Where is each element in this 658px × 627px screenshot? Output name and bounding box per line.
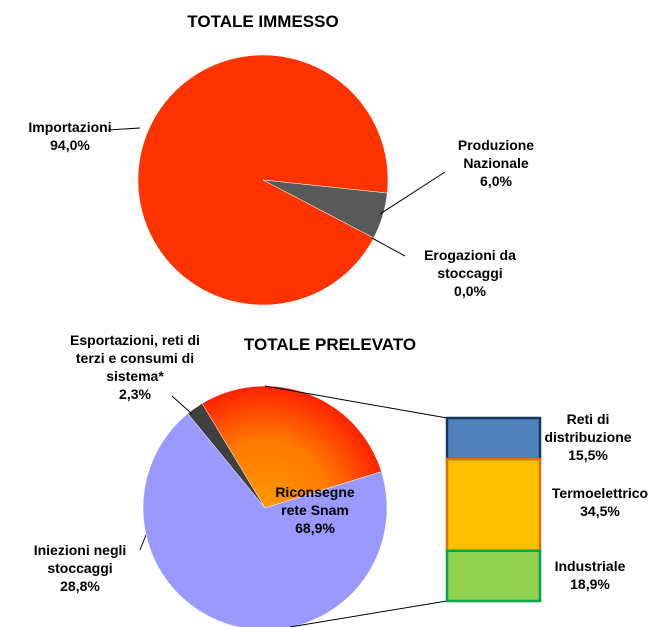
leader-line	[289, 600, 448, 627]
category-label: Riconsegne rete Snam	[275, 484, 355, 518]
leader-line	[371, 237, 406, 257]
leader-line	[107, 127, 141, 131]
category-label: Esportazioni, reti di terzi e consumi di…	[70, 332, 200, 384]
leader-line	[171, 395, 193, 415]
category-label: Produzione Nazionale	[457, 137, 535, 171]
value-label: 2,3%	[119, 386, 151, 402]
leader-line	[379, 171, 446, 215]
value-label: 28,8%	[60, 578, 100, 594]
pie-slice	[142, 413, 388, 627]
pie-slice	[263, 180, 374, 238]
leader-line	[264, 385, 448, 419]
category-label: Iniezioni negli stoccaggi	[33, 542, 127, 576]
category-label: Importazioni	[28, 119, 112, 135]
slice-label: Esportazioni, reti di terzi e consumi di…	[70, 331, 200, 403]
value-label: 6,0%	[480, 173, 512, 189]
category-label: Industriale	[554, 558, 626, 574]
pie-slice	[262, 179, 388, 239]
slice-label: Importazioni 94,0%	[5, 118, 135, 154]
slice-label: Produzione Nazionale 6,0%	[441, 136, 551, 190]
bar-segment	[445, 549, 542, 603]
chart-title: TOTALE PRELEVATO	[243, 335, 417, 354]
bar-segment	[445, 416, 542, 461]
bar-segment	[445, 457, 542, 553]
slice-label: Reti di distribuzione 15,5%	[533, 410, 643, 464]
slice-label: Erogazioni da stoccaggi 0,0%	[410, 246, 530, 300]
chart-title: TOTALE IMMESSO	[187, 12, 339, 31]
slice-label: Industriale 18,9%	[535, 557, 645, 593]
category-label: Reti di distribuzione	[544, 411, 632, 445]
value-label: 0,0%	[454, 283, 486, 299]
slice-label: Iniezioni negli stoccaggi 28,8%	[18, 541, 143, 595]
value-label: 18,9%	[570, 576, 610, 592]
slice-label: Termoelettrico 34,5%	[540, 484, 658, 520]
value-label: 15,5%	[568, 447, 608, 463]
category-label: Erogazioni da stoccaggi	[424, 247, 516, 281]
value-label: 68,9%	[295, 520, 335, 536]
value-label: 34,5%	[580, 503, 620, 519]
value-label: 94,0%	[50, 137, 90, 153]
category-label: Termoelettrico	[551, 485, 649, 501]
slice-label: Riconsegne rete Snam 68,9%	[265, 483, 365, 537]
